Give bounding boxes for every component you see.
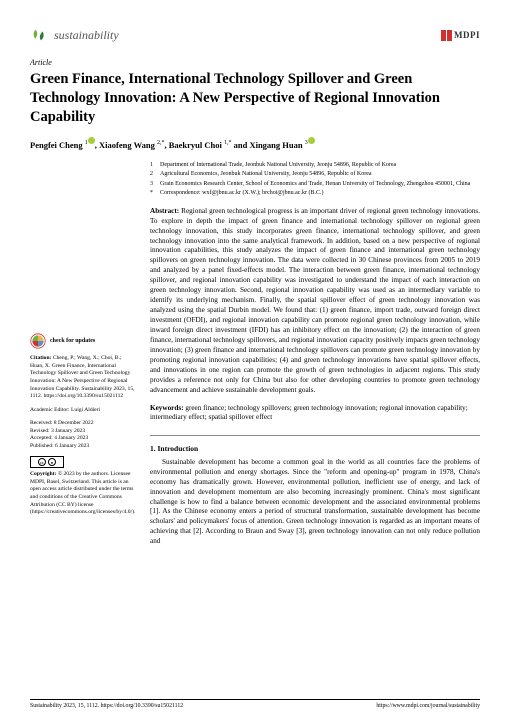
mdpi-logo: MDPI [441,30,480,41]
keywords: Keywords: green finance; technology spil… [150,404,480,424]
citation-block: Citation: Cheng, P.; Wang, X.; Choi, B.;… [30,355,136,400]
license-block: cc● Copyright: © 2023 by the authors. Li… [30,456,136,516]
mdpi-square-icon [441,30,452,41]
orcid-icon [88,137,95,144]
article-type-label: Article [30,58,480,67]
authors-line: Pengfei Cheng 1, Xiaofeng Wang 2,*, Baek… [30,137,480,150]
footer-left: Sustainability 2023, 15, 1112. https://d… [30,703,183,709]
footer-right: https://www.mdpi.com/journal/sustainabil… [376,703,480,709]
cc-by-badge-icon: cc● [30,456,64,468]
editor-block: Academic Editor: Luigi Aldieri [30,407,136,415]
affiliations: 1Department of International Trade, Jeon… [150,161,480,196]
article-title: Green Finance, International Technology … [30,70,480,127]
check-updates-badge[interactable]: check for updates [30,333,136,349]
sustainability-logo-icon [30,26,48,44]
page-header: sustainability MDPI [30,26,480,44]
divider [150,435,480,436]
orcid-icon [308,137,315,144]
main-column: 1Department of International Trade, Jeon… [150,161,480,547]
section-1-heading: 1. Introduction [150,444,480,454]
journal-name: sustainability [54,28,119,43]
dates-block: Received: 8 December 2022 Revised: 3 Jan… [30,420,136,450]
section-1-body: Sustainable development has become a com… [150,458,480,547]
check-updates-icon [30,333,46,349]
journal-brand: sustainability [30,26,119,44]
abstract: Abstract: Regional green technological p… [150,207,480,396]
sidebar-column: check for updates Citation: Cheng, P.; W… [30,161,136,547]
page-footer: Sustainability 2023, 15, 1112. https://d… [30,699,480,709]
